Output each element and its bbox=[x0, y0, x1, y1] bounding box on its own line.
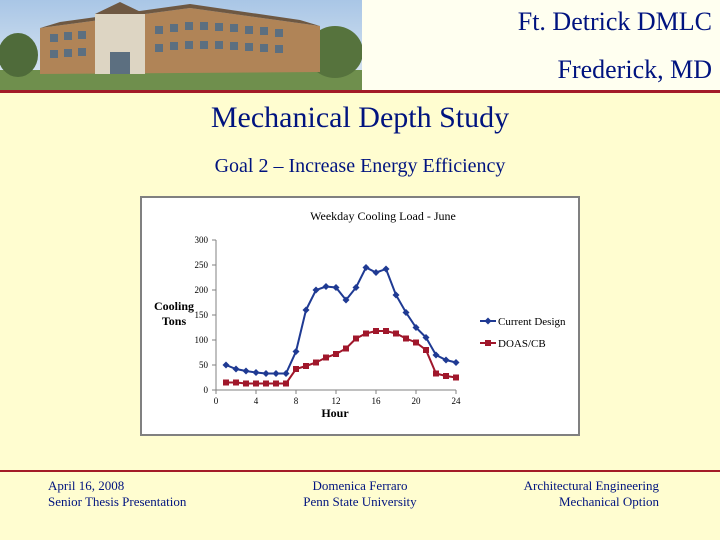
chart-frame: Weekday Cooling Load - June Cooling Tons… bbox=[140, 196, 580, 436]
point-doas-cb bbox=[423, 347, 429, 353]
footer-event: Senior Thesis Presentation bbox=[48, 494, 187, 509]
point-doas-cb bbox=[293, 366, 299, 372]
y-tick-label: 200 bbox=[195, 285, 209, 295]
point-current-design bbox=[222, 361, 230, 369]
x-tick-label: 16 bbox=[372, 396, 382, 406]
cooling-load-chart: Weekday Cooling Load - June Cooling Tons… bbox=[154, 209, 566, 420]
y-axis-label-line1: Cooling bbox=[154, 299, 194, 313]
legend-label-doas-cb: DOAS/CB bbox=[498, 338, 546, 350]
building-illustration bbox=[0, 0, 362, 90]
x-axis-label: Hour bbox=[321, 406, 349, 420]
chart-series bbox=[222, 264, 460, 387]
x-tick-label: 24 bbox=[452, 396, 462, 406]
point-current-design bbox=[412, 324, 420, 331]
point-current-design bbox=[352, 284, 360, 291]
footer-option: Mechanical Option bbox=[559, 494, 659, 509]
point-doas-cb bbox=[453, 374, 459, 381]
point-current-design bbox=[322, 283, 330, 290]
legend-label-current-design: Current Design bbox=[498, 316, 566, 328]
point-doas-cb bbox=[413, 339, 419, 346]
point-current-design bbox=[332, 284, 340, 291]
point-current-design bbox=[442, 356, 450, 364]
point-doas-cb bbox=[343, 345, 349, 352]
footer-author: Domenica Ferraro bbox=[312, 478, 408, 493]
header-line-2: Frederick, MD bbox=[557, 55, 712, 84]
legend-marker-doas-cb bbox=[485, 340, 491, 346]
series-line-current-design bbox=[225, 266, 457, 375]
footer-divider bbox=[0, 470, 720, 472]
footer-dept: Architectural Engineering bbox=[523, 478, 659, 493]
header-bar: Ft. Detrick DMLC Frederick, MD bbox=[0, 0, 720, 90]
slide-subtitle: Goal 2 – Increase Energy Efficiency bbox=[214, 155, 506, 177]
point-doas-cb bbox=[283, 380, 289, 387]
point-current-design bbox=[252, 369, 260, 376]
point-current-design bbox=[402, 309, 410, 316]
point-current-design bbox=[362, 264, 370, 271]
point-current-design bbox=[292, 348, 300, 355]
point-doas-cb bbox=[233, 379, 239, 386]
header-line-1: Ft. Detrick DMLC bbox=[517, 7, 712, 36]
point-doas-cb bbox=[313, 359, 319, 366]
footer-left: April 16, 2008 Senior Thesis Presentatio… bbox=[48, 478, 186, 510]
series-line-doas-cb bbox=[226, 330, 457, 385]
point-current-design bbox=[242, 367, 250, 375]
point-doas-cb bbox=[443, 373, 449, 379]
point-current-design bbox=[232, 365, 240, 373]
point-current-design bbox=[282, 370, 290, 377]
point-current-design bbox=[382, 265, 390, 273]
point-doas-cb bbox=[433, 370, 439, 377]
footer-center: Domenica Ferraro Penn State University bbox=[260, 478, 460, 510]
point-doas-cb bbox=[223, 379, 229, 386]
point-doas-cb bbox=[243, 380, 249, 387]
point-doas-cb bbox=[253, 380, 259, 387]
point-doas-cb bbox=[353, 335, 359, 342]
y-tick-label: 150 bbox=[195, 310, 209, 320]
point-current-design bbox=[422, 334, 430, 341]
y-axis-label-line2: Tons bbox=[162, 314, 187, 328]
x-tick-label: 20 bbox=[412, 396, 422, 406]
point-doas-cb bbox=[393, 330, 399, 337]
point-current-design bbox=[372, 269, 380, 276]
y-tick-label: 100 bbox=[195, 335, 209, 345]
point-doas-cb bbox=[373, 328, 379, 334]
point-doas-cb bbox=[273, 380, 279, 387]
y-tick-label: 50 bbox=[199, 360, 209, 370]
point-doas-cb bbox=[263, 380, 269, 387]
x-tick-label: 4 bbox=[254, 396, 259, 406]
header-divider bbox=[0, 90, 720, 93]
point-current-design bbox=[392, 291, 400, 299]
point-doas-cb bbox=[383, 328, 389, 334]
footer-date: April 16, 2008 bbox=[48, 478, 125, 493]
footer-school: Penn State University bbox=[303, 494, 417, 509]
footer-right: Architectural Engineering Mechanical Opt… bbox=[524, 478, 659, 510]
point-current-design bbox=[342, 296, 350, 304]
x-tick-label: 12 bbox=[332, 396, 341, 406]
slide-title: Mechanical Depth Study bbox=[210, 101, 510, 134]
point-current-design bbox=[272, 370, 280, 377]
legend-marker-current-design bbox=[484, 317, 492, 325]
chart-title: Weekday Cooling Load - June bbox=[310, 209, 456, 223]
point-doas-cb bbox=[323, 354, 329, 361]
building-photo bbox=[0, 0, 362, 90]
y-tick-label: 250 bbox=[195, 260, 209, 270]
point-doas-cb bbox=[363, 330, 369, 337]
point-doas-cb bbox=[303, 363, 309, 369]
x-tick-label: 0 bbox=[214, 396, 219, 406]
y-tick-label: 300 bbox=[195, 235, 209, 245]
x-tick-label: 8 bbox=[294, 396, 299, 406]
point-current-design bbox=[302, 306, 310, 314]
point-current-design bbox=[262, 370, 270, 377]
point-doas-cb bbox=[333, 351, 339, 357]
chart-axes: 0 50 100 150 200 250 300 0 4 8 12 16 20 24 bbox=[195, 235, 462, 406]
point-doas-cb bbox=[403, 335, 409, 342]
y-tick-label: 0 bbox=[204, 385, 209, 395]
point-current-design bbox=[432, 351, 440, 359]
chart-legend: Current Design DOAS/CB bbox=[480, 316, 566, 350]
point-current-design bbox=[312, 286, 320, 294]
point-current-design bbox=[452, 359, 460, 366]
